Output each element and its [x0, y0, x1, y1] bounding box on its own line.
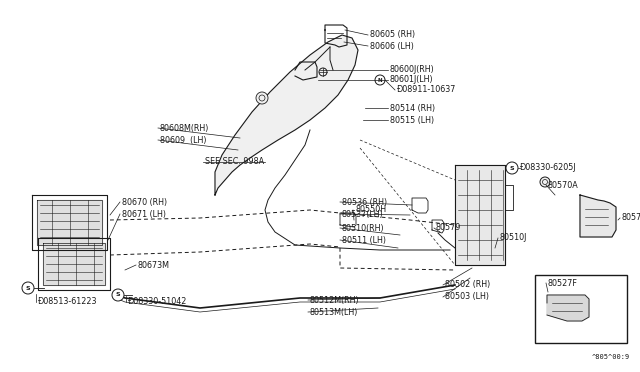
- Text: 80673M: 80673M: [138, 260, 170, 269]
- Text: Ð08330-51042: Ð08330-51042: [128, 298, 188, 307]
- Text: 80609  (LH): 80609 (LH): [160, 135, 207, 144]
- Text: 80510(RH): 80510(RH): [342, 224, 385, 232]
- Text: 80510J: 80510J: [500, 234, 527, 243]
- Text: 80503 (LH): 80503 (LH): [445, 292, 489, 301]
- Text: 80536 (RH): 80536 (RH): [342, 198, 387, 206]
- Circle shape: [256, 92, 268, 104]
- Text: 80570M: 80570M: [622, 214, 640, 222]
- Text: 80671 (LH): 80671 (LH): [122, 209, 166, 218]
- Text: Ð08911-10637: Ð08911-10637: [397, 86, 456, 94]
- Text: 80502 (RH): 80502 (RH): [445, 280, 490, 289]
- Text: 80515 (LH): 80515 (LH): [390, 115, 434, 125]
- Text: 80514 (RH): 80514 (RH): [390, 103, 435, 112]
- Text: S: S: [116, 292, 120, 298]
- Polygon shape: [37, 200, 102, 245]
- Text: ^805^00:9: ^805^00:9: [592, 354, 630, 360]
- Text: 80513M(LH): 80513M(LH): [310, 308, 358, 317]
- Text: 80600J(RH): 80600J(RH): [390, 65, 435, 74]
- Text: 80512M(RH): 80512M(RH): [310, 295, 360, 305]
- Polygon shape: [215, 35, 358, 195]
- Text: 80511 (LH): 80511 (LH): [342, 235, 386, 244]
- Text: Ð08330-6205J: Ð08330-6205J: [520, 164, 577, 173]
- Circle shape: [22, 282, 34, 294]
- Text: 80605 (RH): 80605 (RH): [370, 31, 415, 39]
- Text: 80527F: 80527F: [548, 279, 578, 288]
- Bar: [535, 275, 627, 343]
- Text: 80570A: 80570A: [548, 180, 579, 189]
- Circle shape: [540, 177, 550, 187]
- Text: 80579: 80579: [436, 224, 461, 232]
- Text: S: S: [509, 166, 515, 170]
- Circle shape: [375, 75, 385, 85]
- Text: N: N: [378, 77, 382, 83]
- Polygon shape: [547, 295, 589, 321]
- Text: SEE SEC. 998A: SEE SEC. 998A: [205, 157, 264, 167]
- Text: S: S: [26, 285, 30, 291]
- Text: 80606 (LH): 80606 (LH): [370, 42, 414, 51]
- Text: Ð08513-61223: Ð08513-61223: [38, 298, 97, 307]
- Circle shape: [506, 162, 518, 174]
- Text: 80608M(RH): 80608M(RH): [160, 124, 209, 132]
- Text: 80670 (RH): 80670 (RH): [122, 198, 167, 206]
- Polygon shape: [43, 243, 105, 285]
- Polygon shape: [455, 165, 505, 265]
- Text: 80550H: 80550H: [355, 205, 386, 215]
- Text: 80601J(LH): 80601J(LH): [390, 76, 434, 84]
- Circle shape: [112, 289, 124, 301]
- Text: 80537(LH): 80537(LH): [342, 209, 383, 218]
- Polygon shape: [580, 195, 616, 237]
